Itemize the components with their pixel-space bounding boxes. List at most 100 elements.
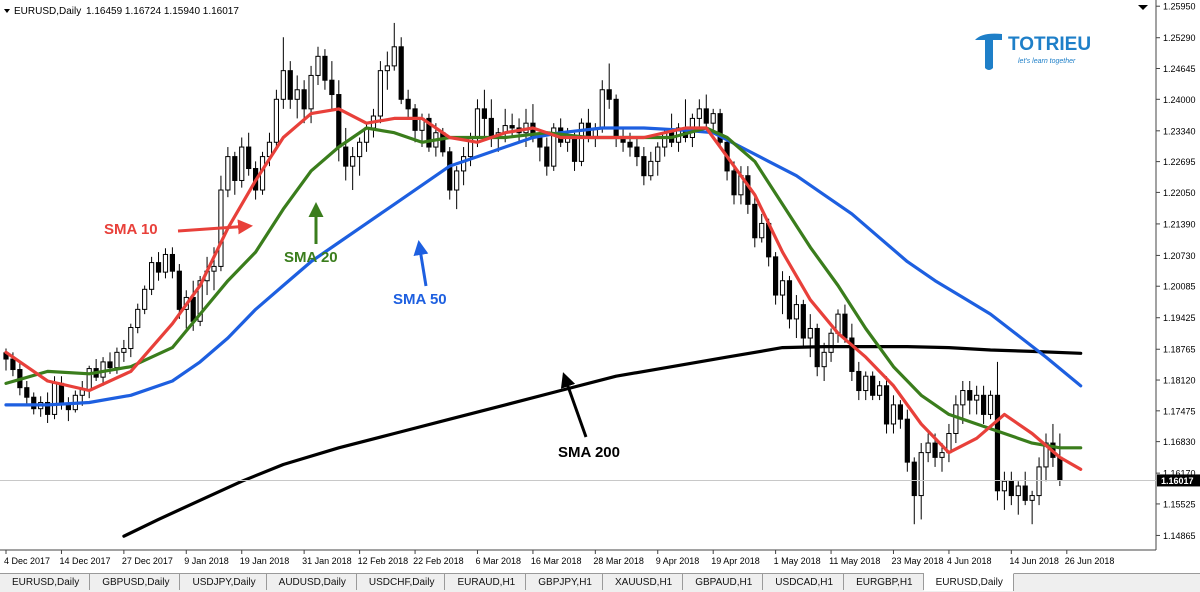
candle-bull-body [86,368,92,391]
candle [773,252,779,305]
candle-bull-body [648,160,654,177]
candle-bull-body [197,280,203,322]
candle-bear-body [1008,480,1014,497]
candle-bear-body [58,382,65,405]
candle-bear-body [287,70,293,100]
x-tick-label: 9 Apr 2018 [656,556,700,566]
candle [398,37,404,105]
price-chart[interactable]: 1.16017 1.25950 1.25290 1.24645 1.24000 1.23… [0,0,1200,572]
candle-bear-body [849,337,855,372]
candle-bull-body [377,70,383,117]
candle-bull-body [662,132,668,148]
watermark-logo: TOTRIEU let's learn together [972,30,1102,76]
candle-bear-body [45,401,51,415]
chart-corner-icon[interactable] [1138,5,1148,10]
tab-audusd-daily[interactable]: AUDUSD,Daily [267,574,357,590]
candle-bear-body [981,394,987,415]
candle-bear-body [190,296,196,322]
candle-bull-body [142,288,148,310]
candle-bear-body [329,79,335,96]
candle-bear-body [883,385,890,425]
candle [461,147,467,186]
tab-xauusd-h1[interactable]: XAUUSD,H1 [603,574,684,590]
y-tick-label: 1.22050 [1163,188,1196,198]
candle [218,175,224,272]
sma50-line [4,126,1083,407]
candle-bear-body [322,55,328,81]
dropdown-triangle-icon[interactable] [4,9,10,13]
candle-bull-body [135,308,141,329]
candle-bull-body [211,265,217,272]
candle-bear-body [537,137,543,148]
tab-usdjpy-daily[interactable]: USDJPY,Daily [180,574,267,590]
candle-bear-body [24,387,30,398]
annotation-arrow [177,219,253,235]
candle [960,380,966,424]
x-tick-label: 12 Feb 2018 [358,556,409,566]
candle-bear-body [856,370,862,392]
candle-bear-body [343,146,349,167]
candle [939,443,945,472]
tab-gbpjpy-h1[interactable]: GBPJPY,H1 [526,574,603,590]
candle [904,409,910,472]
candle-bull-body [357,141,363,158]
candle [149,256,155,296]
x-tick-label: 27 Dec 2017 [122,556,173,566]
candle [273,89,279,148]
chart-tabs: EURUSD,Daily GBPUSD,Daily USDJPY,Daily AUDU… [0,573,1200,592]
candle [918,443,924,520]
x-tick-label: 14 Jun 2018 [1009,556,1059,566]
candle-bear-body [544,146,550,167]
chart-area[interactable]: 1.16017 1.25950 1.25290 1.24645 1.24000 1.23… [0,0,1200,572]
candle [717,108,723,148]
candle-bear-body [703,108,709,124]
candle-bear-body [176,270,182,310]
candle [786,275,793,329]
tab-usdchf-daily[interactable]: USDCHF,Daily [357,574,446,590]
y-tick-label: 1.15525 [1163,499,1196,509]
candle-bear-body [773,256,779,296]
sma20-annotation: SMA 20 [284,202,338,266]
candle [655,142,661,176]
candle-bear-body [488,117,494,138]
candle [45,392,51,424]
candle-bull-body [696,108,702,119]
candle-bull-body [1015,485,1021,497]
candle [384,51,390,90]
x-tick-label: 9 Jan 2018 [184,556,229,566]
candle-bull-body [315,55,321,76]
tab-euraud-h1[interactable]: EURAUD,H1 [445,574,527,590]
y-tick-label: 1.25950 [1163,2,1196,12]
y-tick-label: 1.23340 [1163,126,1196,136]
candle-bear-body [627,141,633,148]
candle-bear-body [641,156,647,177]
candle-bull-body [121,348,127,353]
annotation-arrow [560,372,588,438]
tab-eurusd-daily[interactable]: EURUSD,Daily [923,573,1014,591]
candle [883,376,890,434]
candle-bull-body [384,65,390,72]
tab-eurgbp-h1[interactable]: EURGBP,H1 [844,574,924,590]
y-tick-label: 1.20730 [1163,251,1196,261]
annotation-label: SMA 20 [284,249,338,266]
candle-bear-body [745,175,751,205]
candle [1043,433,1049,482]
candle-bull-body [863,375,869,392]
candle [779,271,786,315]
candle-bull-body [821,351,827,368]
candle [544,137,550,176]
x-tick-label: 23 May 2018 [891,556,943,566]
price-line: 1.16017 [0,474,1200,487]
tab-eurusd-daily[interactable]: EURUSD,Daily [0,574,91,590]
tab-gbpusd-daily[interactable]: GBPUSD,Daily [90,574,181,590]
candle-bull-body [987,394,994,415]
candle [925,433,931,463]
chart-menu-arrow-icon[interactable] [1138,5,1148,10]
tab-gbpaud-h1[interactable]: GBPAUD,H1 [683,574,764,590]
candle [232,151,238,195]
candle-bull-body [273,98,279,143]
y-tick-label: 1.19425 [1163,313,1196,323]
x-tick-label: 4 Dec 2017 [4,556,50,566]
candle [856,361,862,401]
tab-usdcad-h1[interactable]: USDCAD,H1 [763,574,845,590]
